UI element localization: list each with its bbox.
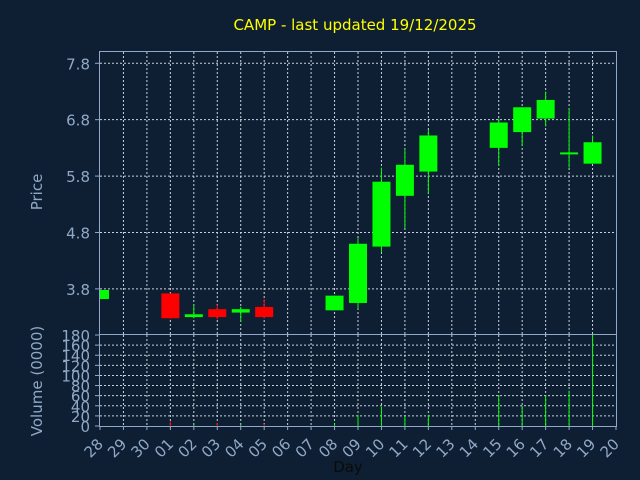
volume-tick-label: 120 [61,357,90,375]
price-axis: 3.8 4.8 5.8 6.8 7.8 [66,55,100,299]
candle-body [349,243,367,303]
volume-tick-label: 80 [71,378,90,396]
candle-body [100,290,109,300]
price-tick-label: 7.8 [66,55,90,73]
candle-body [560,152,579,155]
candle-body [325,295,344,311]
price-tick-label: 4.8 [66,224,90,242]
candle-body [161,293,180,319]
price-tick-label: 3.8 [66,281,90,299]
chart-title: CAMP - last updated 19/12/2025 [233,16,476,34]
volume-tick-label: 100 [61,367,90,385]
price-axis-label: Price [28,174,46,211]
volume-tick-label: 180 [61,327,90,345]
volume-tick-label: 20 [71,408,90,426]
volume-axis-label: Volume (0000) [28,326,46,436]
candle-body [208,309,227,318]
candle-body [184,314,203,318]
candle-body [231,309,250,313]
volume-tick-label: 40 [71,398,90,416]
price-tick-label: 6.8 [66,112,90,130]
candle-body [255,306,274,318]
candle-body [395,164,414,196]
volume-tick-label: 140 [61,347,90,365]
price-tick-label: 5.8 [66,168,90,186]
candle-body [489,122,508,148]
candle-body [419,135,438,172]
candle-body [583,142,602,164]
volume-tick-label: 0 [80,418,90,436]
candle-body [536,99,555,119]
candle-body [372,181,391,247]
x-axis-label: Day [333,458,363,476]
volume-bars [169,335,594,426]
candle-body [513,107,532,133]
candles [99,91,602,322]
volume-tick-label: 60 [71,388,90,406]
volume-tick-label: 160 [61,337,90,355]
volume-grid [100,335,616,426]
